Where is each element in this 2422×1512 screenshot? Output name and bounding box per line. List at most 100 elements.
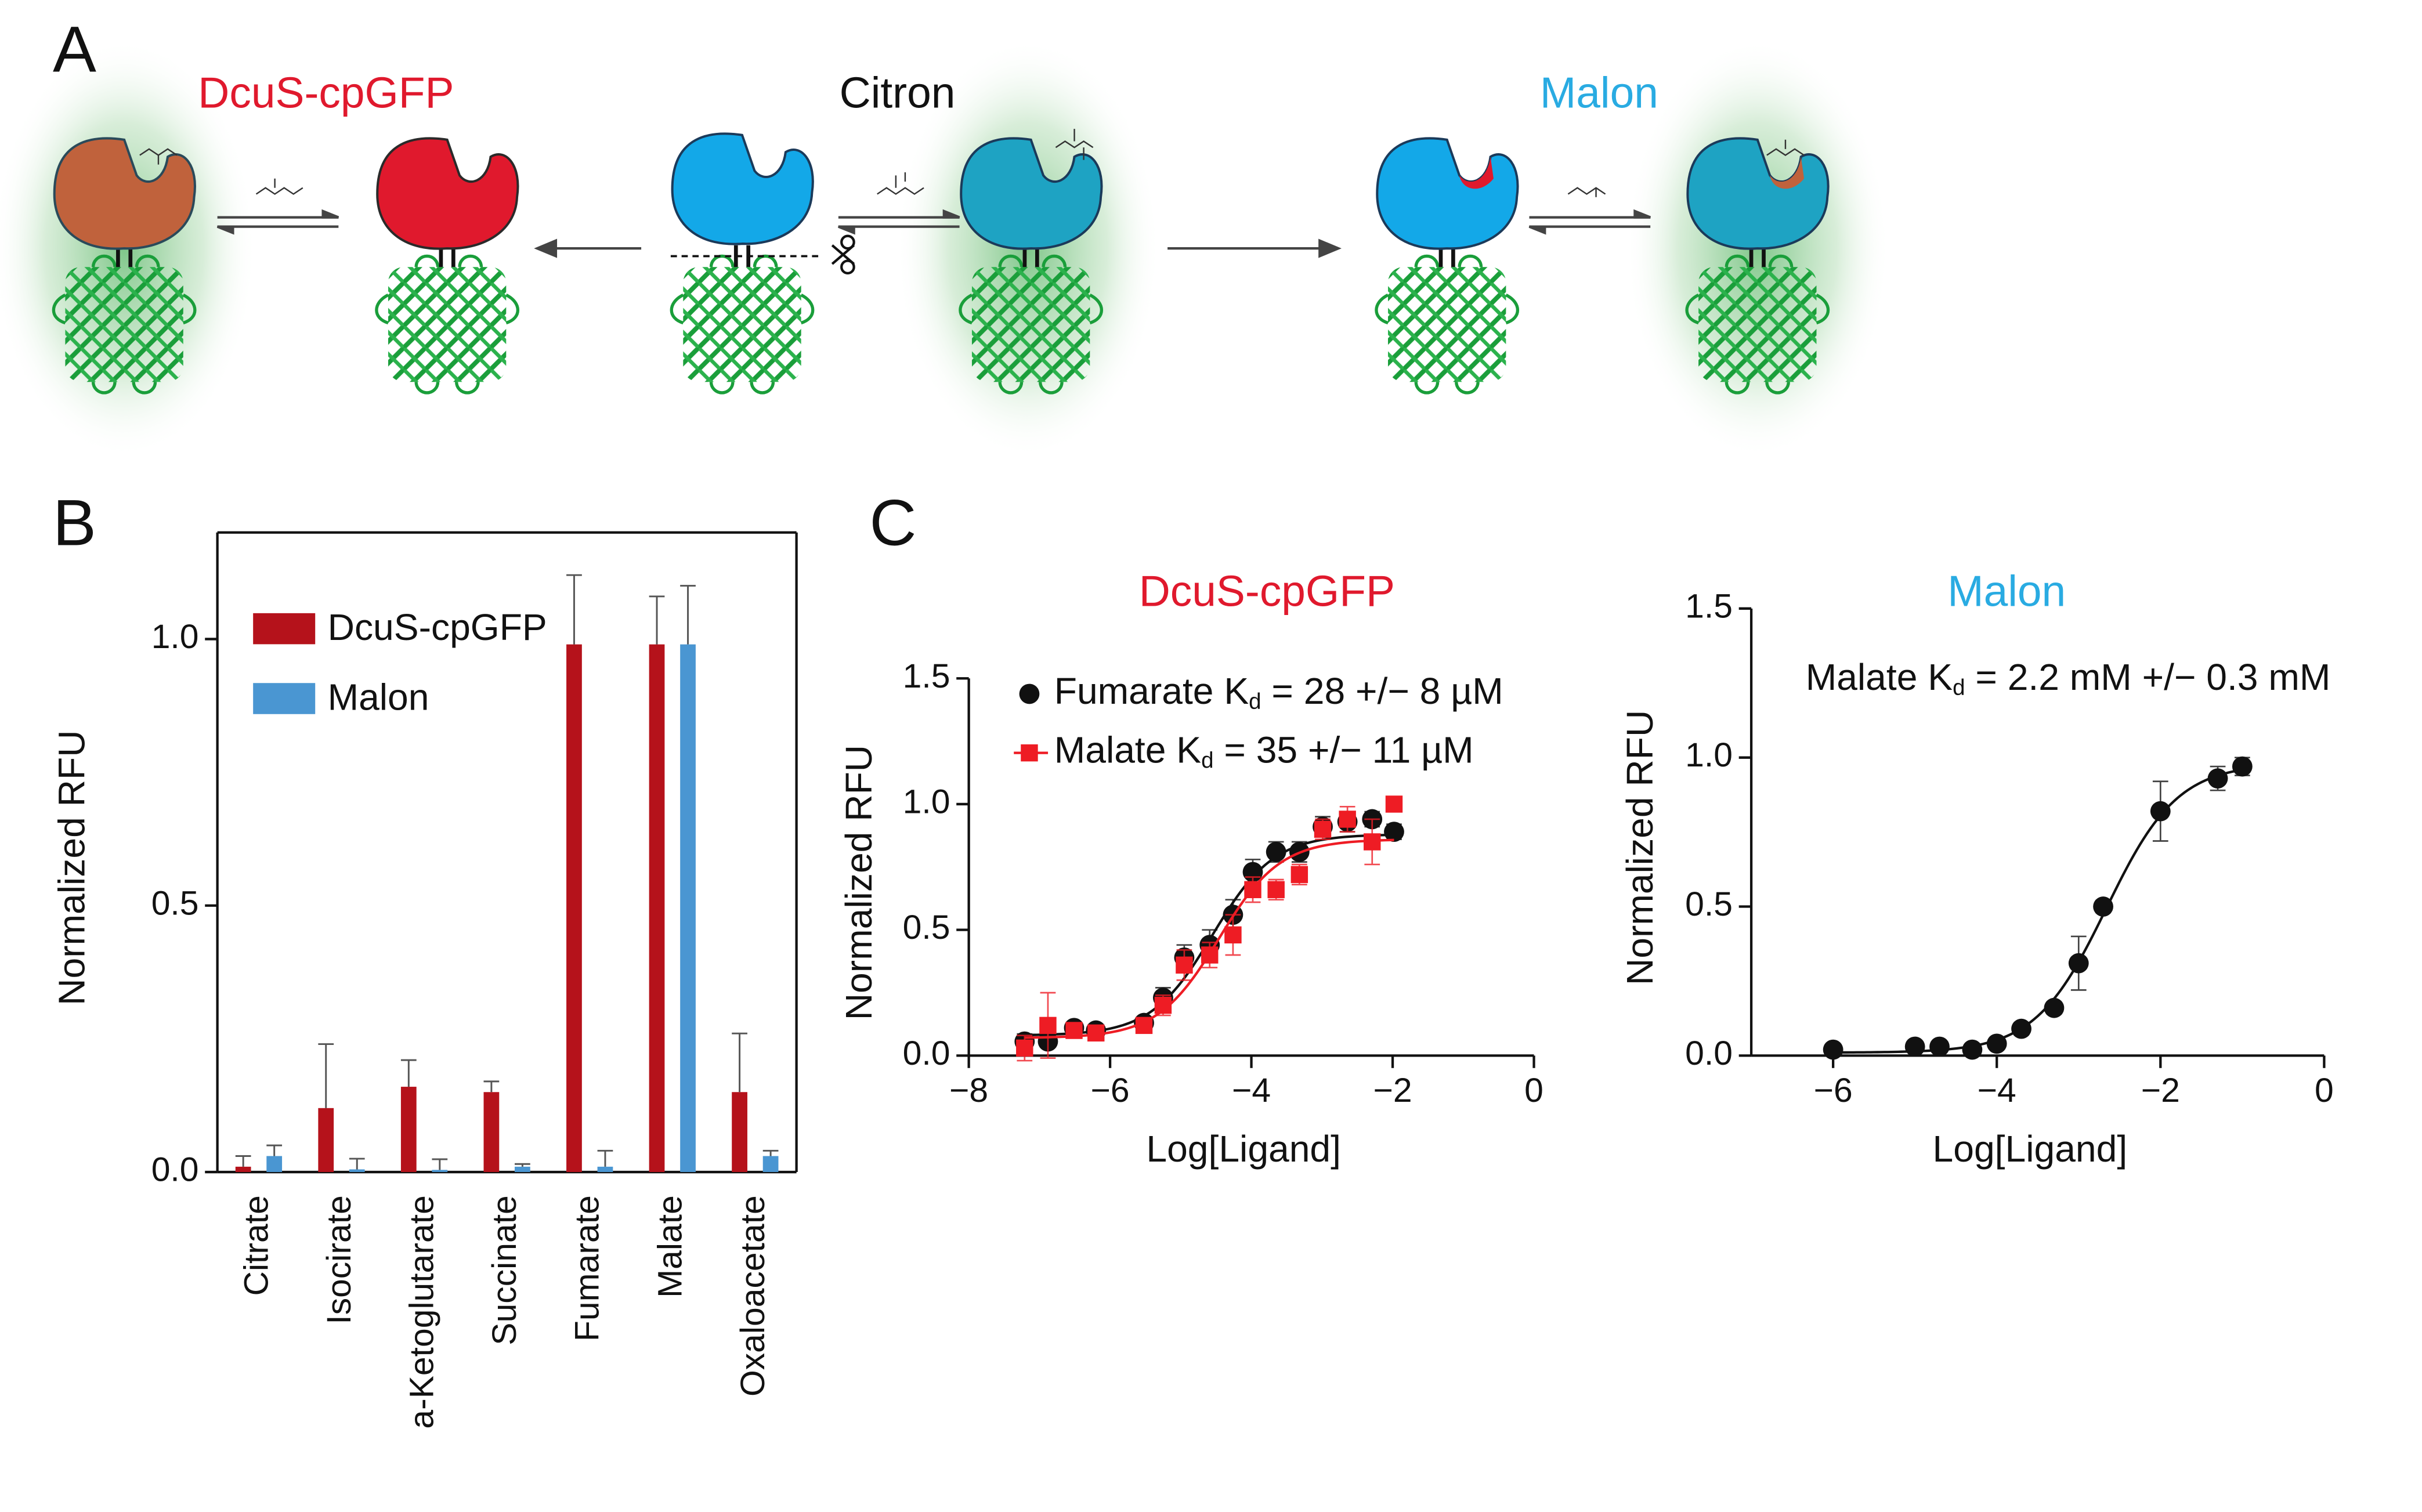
point xyxy=(2207,768,2228,789)
error-bar xyxy=(432,1158,448,1170)
error-bar xyxy=(597,1149,613,1167)
x-tick-label: −8 xyxy=(949,1072,988,1109)
point xyxy=(1384,822,1404,842)
x-tick-label: Isocirate xyxy=(320,1195,358,1324)
construct-label: DcuS-cpGFP xyxy=(198,68,454,117)
point xyxy=(2150,801,2171,822)
x-tick-label: Oxaloacetate xyxy=(734,1195,772,1397)
error-bar xyxy=(515,1163,530,1167)
point xyxy=(1364,833,1381,851)
y-tick-label: 1.0 xyxy=(1685,736,1733,774)
fit-curve xyxy=(1833,768,2243,1054)
bar xyxy=(349,1169,365,1173)
x-tick-label: Malate xyxy=(651,1195,689,1298)
y-tick-label: 0.5 xyxy=(903,909,950,946)
panel-label: B xyxy=(53,486,96,559)
x-tick-label: a-Ketoglutarate xyxy=(403,1195,441,1428)
error-bar xyxy=(762,1149,779,1156)
point xyxy=(1154,996,1172,1014)
x-tick-label: −2 xyxy=(1373,1072,1412,1109)
error-bar xyxy=(566,574,582,645)
sensor xyxy=(671,133,813,393)
bar xyxy=(649,644,665,1173)
y-tick-label: 1.0 xyxy=(151,618,199,656)
construct-label: Malon xyxy=(1540,68,1658,117)
error-bar xyxy=(649,595,665,645)
y-tick-label: 0.0 xyxy=(1685,1034,1733,1072)
bar xyxy=(732,1092,747,1173)
bar xyxy=(680,644,696,1173)
point xyxy=(1244,881,1261,899)
error-bar xyxy=(400,1059,417,1087)
panel-a-diagram xyxy=(0,38,1890,458)
panel-label: C xyxy=(869,486,916,559)
point xyxy=(1314,820,1332,838)
legend-label: Malate Kd = 35 +/− 11 µM xyxy=(1054,729,1474,773)
error-bar xyxy=(732,1032,747,1093)
x-tick-label: Succinate xyxy=(486,1195,523,1345)
y-axis-label: Normalized RFU xyxy=(50,730,92,1005)
point xyxy=(1986,1033,2007,1054)
point xyxy=(2068,953,2089,974)
point xyxy=(2044,997,2065,1018)
error-bar xyxy=(483,1080,500,1093)
y-tick-label: 0.0 xyxy=(903,1034,950,1072)
y-tick-label: 1.5 xyxy=(1685,587,1733,625)
y-tick-label: 0.5 xyxy=(1685,885,1733,923)
y-tick-label: 1.0 xyxy=(903,783,950,820)
x-tick-label: −6 xyxy=(1814,1072,1853,1109)
bar xyxy=(318,1108,334,1173)
legend-label: Malon xyxy=(328,677,429,718)
x-tick-label: −4 xyxy=(1978,1072,2016,1109)
x-axis-label: Log[Ligand] xyxy=(1933,1128,2128,1170)
point xyxy=(2011,1018,2031,1039)
error-bar xyxy=(349,1157,365,1170)
bar xyxy=(515,1166,530,1173)
legend-marker xyxy=(1021,744,1038,762)
point xyxy=(2093,896,2113,917)
panel-label: A xyxy=(53,12,96,85)
bar xyxy=(483,1092,500,1173)
bar xyxy=(762,1156,779,1173)
y-tick-label: 0.5 xyxy=(151,884,199,922)
point xyxy=(1224,926,1242,944)
point xyxy=(1929,1036,1950,1057)
annotation: Malate Kd = 2.2 mM +/− 0.3 mM xyxy=(1806,656,2331,700)
point xyxy=(1823,1039,1843,1060)
y-tick-label: 0.0 xyxy=(151,1151,199,1189)
point xyxy=(1266,841,1286,862)
bar xyxy=(235,1166,251,1173)
scissors xyxy=(831,234,855,275)
error-bar xyxy=(235,1155,251,1167)
point xyxy=(1904,1036,1925,1057)
error-bar xyxy=(266,1144,283,1156)
sensor xyxy=(1376,138,1518,392)
x-tick-label: −4 xyxy=(1232,1072,1271,1109)
chart-title: DcuS-cpGFP xyxy=(1139,567,1395,616)
point xyxy=(1339,811,1356,828)
sensor xyxy=(377,138,518,392)
y-axis-label: Normalized RFU xyxy=(1619,710,1661,985)
legend-label: Fumarate Kd = 28 +/− 8 µM xyxy=(1054,670,1503,714)
point xyxy=(1039,1017,1057,1034)
point xyxy=(1201,946,1219,964)
y-axis-label: Normalized RFU xyxy=(838,745,880,1020)
bar xyxy=(432,1170,448,1173)
point xyxy=(1016,1039,1033,1057)
point xyxy=(1135,1017,1153,1034)
bar xyxy=(266,1156,283,1173)
legend-swatch xyxy=(253,683,316,714)
x-axis-label: Log[Ligand] xyxy=(1146,1128,1341,1170)
x-tick-label: 0 xyxy=(2315,1072,2334,1109)
x-tick-label: Fumarate xyxy=(569,1195,606,1341)
bar xyxy=(597,1166,613,1173)
bar xyxy=(566,644,582,1173)
ligands xyxy=(139,129,1805,197)
legend-marker xyxy=(1019,683,1040,704)
point xyxy=(1385,795,1403,813)
x-tick-label: 0 xyxy=(1524,1072,1543,1109)
error-bar xyxy=(318,1043,334,1108)
point xyxy=(2232,756,2253,777)
